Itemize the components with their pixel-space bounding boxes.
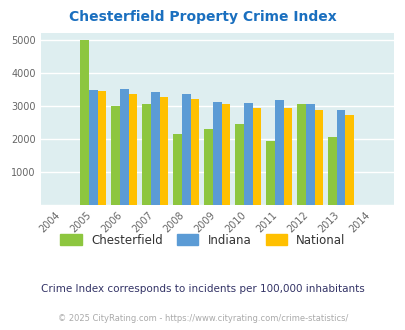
Bar	[151, 92, 159, 205]
Bar	[212, 102, 221, 205]
Bar	[243, 103, 252, 205]
Bar	[111, 106, 119, 205]
Bar	[266, 141, 274, 205]
Bar	[336, 110, 345, 205]
Text: Chesterfield Property Crime Index: Chesterfield Property Crime Index	[69, 10, 336, 24]
Text: © 2025 CityRating.com - https://www.cityrating.com/crime-statistics/: © 2025 CityRating.com - https://www.city…	[58, 314, 347, 323]
Bar	[128, 94, 137, 205]
Bar	[80, 40, 89, 205]
Bar	[296, 104, 305, 205]
Bar	[305, 104, 314, 205]
Bar	[159, 97, 168, 205]
Bar	[204, 129, 212, 205]
Text: Crime Index corresponds to incidents per 100,000 inhabitants: Crime Index corresponds to incidents per…	[41, 284, 364, 294]
Bar	[119, 89, 128, 205]
Bar	[221, 104, 230, 205]
Bar	[234, 124, 243, 205]
Bar	[89, 90, 97, 205]
Bar	[190, 99, 199, 205]
Bar	[252, 108, 260, 205]
Bar	[314, 110, 322, 205]
Bar	[142, 104, 151, 205]
Bar	[327, 137, 336, 205]
Bar	[173, 134, 181, 205]
Bar	[274, 100, 283, 205]
Bar	[181, 94, 190, 205]
Bar	[345, 115, 353, 205]
Bar	[283, 108, 292, 205]
Legend: Chesterfield, Indiana, National: Chesterfield, Indiana, National	[55, 229, 350, 251]
Bar	[97, 91, 106, 205]
